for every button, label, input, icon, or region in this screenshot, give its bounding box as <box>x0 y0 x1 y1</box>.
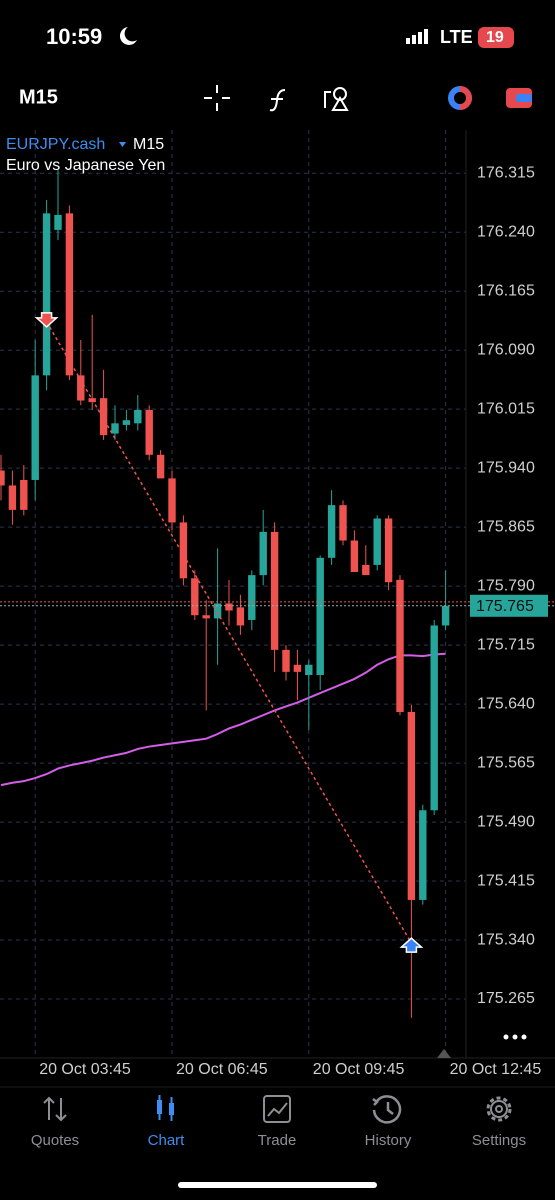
candle-body <box>31 375 39 480</box>
timeframe-button[interactable]: M15 <box>19 86 58 108</box>
candle-body <box>99 398 108 436</box>
candle-body <box>213 603 222 619</box>
price-tag <box>470 594 548 617</box>
candle-body <box>191 578 199 616</box>
moving-average <box>0 652 446 787</box>
candle-body <box>8 485 17 510</box>
candle-body <box>419 810 427 900</box>
x-tick-label: 20 Oct 09:45 <box>313 1061 405 1078</box>
trade-button[interactable] <box>506 88 532 108</box>
nav-item[interactable]: Trade <box>258 1132 297 1149</box>
candle-body <box>134 409 142 424</box>
candle-body <box>327 505 336 558</box>
candle-body <box>236 607 245 626</box>
x-tick-label: 20 Oct 12:45 <box>450 1061 542 1078</box>
candle-body <box>305 664 313 676</box>
trade-icon[interactable] <box>263 1095 291 1123</box>
candle-body <box>430 625 438 811</box>
nav-item[interactable]: Quotes <box>31 1132 79 1149</box>
candle-body <box>202 615 210 619</box>
nav-item[interactable]: History <box>365 1132 412 1149</box>
candle-body <box>259 531 267 576</box>
candle-body <box>248 575 256 620</box>
bottom-nav: Quotes Chart Trade History Settings <box>31 1132 526 1149</box>
battery-level: 19 <box>486 29 504 46</box>
candle-body <box>77 375 85 401</box>
y-tick-label: 176.315 <box>477 164 535 181</box>
y-tick-label: 175.865 <box>477 518 535 535</box>
candle-body <box>339 505 347 541</box>
symbol-dropdown[interactable] <box>119 142 126 147</box>
chart-icon[interactable] <box>157 1095 174 1121</box>
crosshair-button[interactable] <box>204 85 230 111</box>
y-tick-label: 175.715 <box>477 636 535 653</box>
nav-item[interactable]: Chart <box>148 1132 186 1149</box>
entry-arrow <box>34 312 59 328</box>
nav-item[interactable]: Settings <box>472 1132 526 1149</box>
candle-body <box>0 470 5 486</box>
candle-body <box>156 454 165 479</box>
battery <box>478 27 514 48</box>
candle-body <box>54 214 62 230</box>
candle-body <box>225 603 233 611</box>
candle-body <box>42 213 51 376</box>
exit-arrow <box>399 937 424 953</box>
more-button[interactable] <box>503 1034 527 1040</box>
y-tick-label: 175.640 <box>477 695 535 712</box>
y-tick-label: 175.790 <box>477 577 535 594</box>
candle-body <box>441 605 450 626</box>
candle-body <box>362 564 370 576</box>
chart-timeframe: M15 <box>133 136 164 153</box>
symbol-description: Euro vs Japanese Yen <box>6 157 165 174</box>
y-tick-label: 176.165 <box>477 282 535 299</box>
candle-body <box>65 213 74 376</box>
candle-body <box>316 557 324 676</box>
y-tick-label: 176.090 <box>477 341 535 358</box>
y-tick-label: 175.415 <box>477 872 535 889</box>
trade-line <box>45 321 413 944</box>
indicators-button[interactable] <box>269 89 286 112</box>
account-button[interactable] <box>448 86 472 110</box>
candle-body <box>145 409 153 455</box>
clock: 10:59 <box>46 24 102 49</box>
candle-body <box>111 423 119 434</box>
network: LTE <box>440 27 473 47</box>
candle-body <box>384 518 393 583</box>
candle-body <box>282 649 290 672</box>
y-tick-label: 175.565 <box>477 754 535 771</box>
candle-body <box>396 579 404 712</box>
y-tick-label: 175.490 <box>477 813 535 830</box>
candle-body <box>270 531 279 650</box>
signal-icon <box>406 29 428 44</box>
price-tag-label: 175.765 <box>476 598 534 615</box>
home-indicator <box>178 1182 377 1188</box>
candle-body <box>20 479 28 510</box>
x-tick-label: 20 Oct 06:45 <box>176 1061 268 1078</box>
scroll-marker <box>437 1049 451 1058</box>
candle-body <box>407 711 416 900</box>
y-tick-label: 176.240 <box>477 223 535 240</box>
y-tick-label: 175.940 <box>477 459 535 476</box>
quotes-icon[interactable] <box>43 1096 67 1122</box>
objects-button[interactable] <box>324 87 349 111</box>
y-tick-label: 175.340 <box>477 931 535 948</box>
candle-body <box>293 664 302 672</box>
candle-body <box>373 518 381 565</box>
moon-icon <box>119 27 137 45</box>
candle-body <box>179 522 188 579</box>
candle-body <box>350 540 359 572</box>
history-icon[interactable] <box>372 1095 402 1124</box>
x-tick-label: 20 Oct 03:45 <box>39 1061 131 1078</box>
y-tick-label: 176.015 <box>477 400 535 417</box>
symbol[interactable]: EURJPY.cash <box>6 136 105 153</box>
settings-icon[interactable] <box>486 1096 512 1122</box>
chart: 176.315 176.240 176.165 176.090 176.015 175.9… <box>0 130 555 1078</box>
candle-body <box>122 420 131 425</box>
candle-body <box>168 478 176 523</box>
y-tick-label: 175.265 <box>477 990 535 1007</box>
